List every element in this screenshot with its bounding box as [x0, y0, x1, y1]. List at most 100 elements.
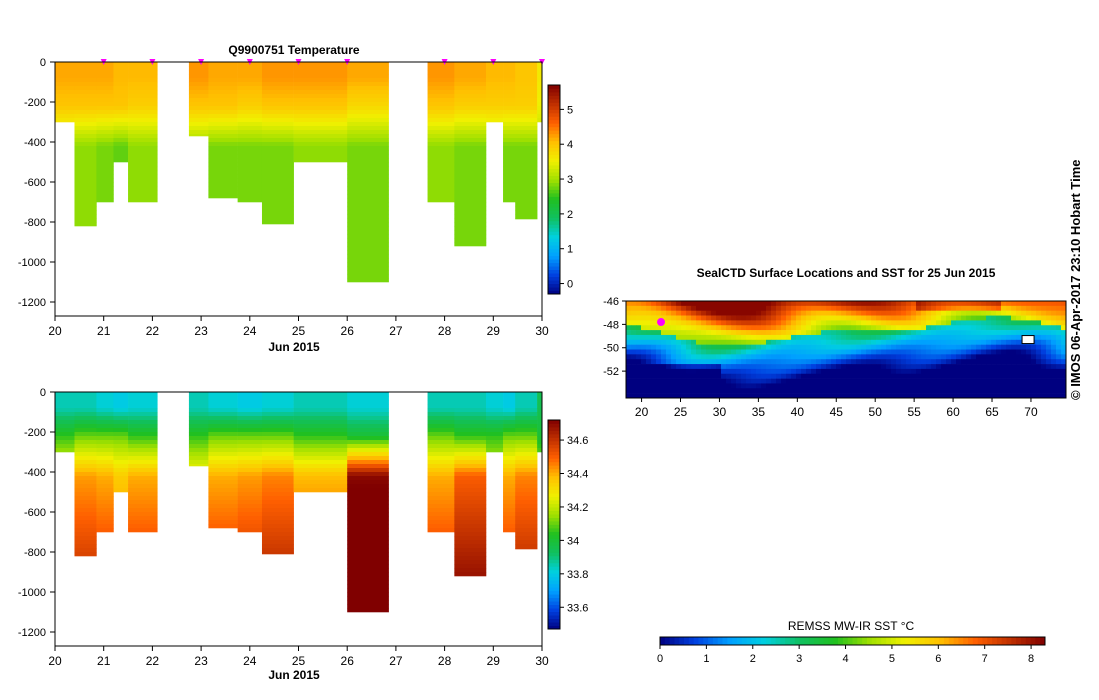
sst-colorbar-segment — [842, 637, 849, 645]
sst-cell — [1016, 310, 1022, 316]
sst-cell — [651, 320, 657, 326]
sst-cell — [641, 359, 647, 365]
sst-cell — [836, 325, 842, 331]
temperature-cell — [347, 190, 389, 195]
sst-cell — [706, 359, 712, 365]
sst-cell — [856, 359, 862, 365]
temperature-cell — [454, 62, 487, 67]
sst-cell — [851, 310, 857, 316]
sst-cell — [976, 344, 982, 350]
sst-cell — [856, 325, 862, 331]
sst-cell — [876, 378, 882, 384]
sst-cell — [851, 320, 857, 326]
sst-cell — [816, 388, 822, 394]
sst-cell — [1011, 349, 1017, 355]
sst-cell — [676, 339, 682, 345]
temperature-cell — [188, 98, 209, 103]
salinity-cell — [261, 516, 294, 521]
sst-cell — [631, 354, 637, 360]
colorbar-segment — [548, 486, 560, 491]
temperature-cell — [454, 230, 487, 235]
sst-cell — [1021, 388, 1027, 394]
salinity-cell — [237, 528, 263, 533]
temperature-cell — [537, 74, 542, 79]
temperature-cell — [347, 182, 389, 187]
sst-cell — [866, 349, 872, 355]
salinity-cell — [208, 392, 238, 397]
sst-cell — [1016, 359, 1022, 365]
sst-cell — [871, 330, 877, 336]
salinity-cell — [55, 436, 75, 441]
sst-cell — [1031, 330, 1037, 336]
colorbar-segment — [548, 95, 560, 100]
sst-cell — [766, 378, 772, 384]
temperature-cell — [261, 202, 294, 207]
sst-colorbar-segment — [852, 637, 858, 645]
salinity-cell — [113, 432, 129, 437]
temperature-cell — [485, 110, 504, 115]
salinity-cell — [515, 428, 538, 433]
sst-cell — [1021, 359, 1027, 365]
temperature-cell — [237, 174, 263, 179]
salinity-cell — [237, 456, 263, 461]
sst-cell — [686, 354, 692, 360]
temperature-cell — [237, 118, 263, 123]
salinity-cell — [347, 440, 389, 445]
temperature-cell — [515, 166, 538, 171]
colorbar-segment — [548, 119, 560, 124]
temperature-cell — [208, 106, 238, 111]
x-tick-label: 21 — [97, 324, 111, 338]
temperature-cell — [74, 78, 97, 83]
sst-cell — [666, 339, 672, 345]
temperature-cell — [347, 106, 389, 111]
sst-cell — [686, 359, 692, 365]
sst-cell — [781, 383, 787, 389]
sst-cell — [821, 334, 827, 341]
sst-cell — [956, 354, 962, 360]
sst-cell — [941, 393, 947, 398]
sst-cell — [921, 330, 927, 336]
sst-cell — [1016, 330, 1022, 336]
temperature-cell — [74, 146, 97, 151]
sst-cell — [951, 310, 957, 316]
sst-cell — [756, 310, 762, 316]
temperature-cell — [503, 66, 516, 71]
sst-cell — [961, 334, 967, 341]
temperature-cell — [261, 66, 294, 71]
salinity-cell — [454, 440, 487, 445]
sst-cell — [926, 359, 932, 365]
salinity-cell — [454, 564, 487, 569]
sst-cell — [881, 393, 887, 398]
sst-cell — [866, 393, 872, 398]
sst-cell — [861, 349, 867, 355]
sst-cell — [826, 378, 832, 384]
salinity-cell — [55, 412, 75, 417]
salinity-cell — [427, 476, 455, 481]
sst-colorbar-segment — [871, 637, 877, 645]
salinity-cell — [128, 496, 158, 501]
salinity-cell — [503, 424, 516, 429]
colorbar-segment — [548, 451, 560, 456]
sst-cell — [961, 364, 967, 370]
sst-cell — [916, 334, 922, 341]
sst-cell — [866, 310, 872, 316]
sst-cell — [1061, 325, 1066, 331]
salinity-cell — [113, 452, 129, 457]
sst-cell — [811, 354, 817, 360]
temperature-cell — [515, 106, 538, 111]
sst-cell — [656, 330, 662, 336]
sst-cell — [1036, 344, 1042, 350]
sst-cell — [891, 393, 897, 398]
temperature-cell — [237, 158, 263, 163]
sst-cell — [781, 330, 787, 336]
sst-cell — [861, 368, 867, 375]
temperature-cell — [237, 98, 263, 103]
sst-cell — [726, 359, 732, 365]
sst-cell — [636, 315, 642, 321]
sst-cell — [951, 334, 957, 341]
sst-cell — [626, 383, 632, 389]
sst-cell — [711, 388, 717, 394]
salinity-cell — [74, 520, 97, 525]
sst-cell — [966, 364, 972, 370]
x-tick-label: 29 — [487, 654, 501, 668]
